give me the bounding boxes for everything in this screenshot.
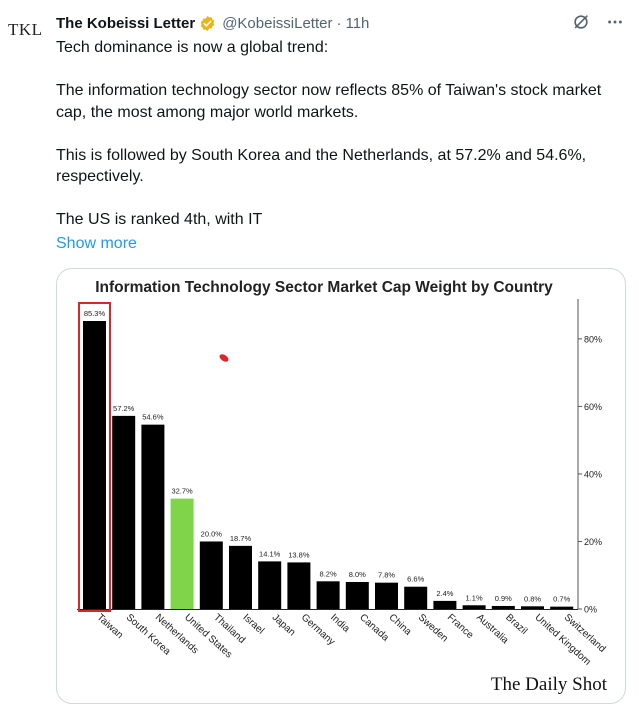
bar (375, 582, 398, 609)
category-label: Japan (270, 612, 298, 638)
bar-value-label: 8.2% (320, 569, 337, 578)
bar-value-label: 0.9% (495, 594, 512, 603)
bar-value-label: 13.8% (288, 550, 310, 559)
show-more-link[interactable]: Show more (56, 235, 137, 252)
y-tick-label: 60% (584, 402, 602, 412)
y-tick-label: 80% (584, 334, 602, 344)
bar-value-label: 18.7% (230, 534, 252, 543)
bar-value-label: 7.8% (378, 571, 395, 580)
bar (287, 562, 311, 609)
red-marker (219, 354, 229, 362)
bar (316, 581, 340, 609)
tweet-paragraph: Tech dominance is now a global trend: (56, 39, 329, 56)
source-logo: The Daily Shot (491, 674, 608, 695)
bar-value-label: 1.1% (466, 593, 483, 602)
avatar[interactable]: TKL (8, 20, 43, 39)
bar-value-label: 8.0% (349, 570, 366, 579)
y-tick-label: 0% (584, 605, 597, 615)
verified-badge-icon (199, 15, 216, 32)
category-label: Taiwan (94, 612, 125, 641)
tweet-paragraph: The US is ranked 4th, with IT (56, 211, 263, 228)
y-tick-label: 40% (584, 469, 602, 479)
bar (112, 415, 136, 609)
bar-value-label: 20.0% (201, 529, 223, 538)
tweet-actions-top (571, 12, 625, 32)
bar (345, 581, 369, 609)
bar (170, 498, 194, 609)
bar-value-label: 54.6% (142, 413, 164, 422)
grok-icon[interactable] (571, 12, 591, 32)
bar (258, 561, 282, 609)
category-label: Brazil (503, 612, 529, 637)
bar-value-label: 14.1% (259, 549, 281, 558)
bar-value-label: 32.7% (171, 487, 193, 496)
bar-chart: Information Technology Sector Market Cap… (77, 279, 608, 695)
author-name[interactable]: The Kobeissi Letter (56, 14, 196, 32)
highlight-box (78, 302, 111, 612)
bar-value-label: 0.7% (553, 595, 570, 604)
bar (491, 605, 515, 609)
tweet-media-image[interactable]: Information Technology Sector Market Cap… (56, 268, 626, 704)
bar (141, 424, 165, 609)
tweet-header: The Kobeissi Letter @KobeissiLetter · 11… (56, 13, 369, 33)
category-label: Canada (357, 612, 391, 644)
bar (550, 606, 574, 609)
category-label: India (328, 612, 352, 635)
bar-value-label: 85.3% (84, 309, 106, 318)
bar-value-label: 57.2% (113, 404, 135, 413)
bar (462, 605, 486, 609)
chart-title: Information Technology Sector Market Cap… (95, 279, 553, 296)
tweet-paragraph: The information technology sector now re… (56, 82, 602, 121)
tweet-paragraph: This is followed by South Korea and the … (56, 146, 587, 186)
bar (83, 321, 106, 609)
tweet-text: Tech dominance is now a global trend: Th… (56, 37, 616, 231)
bar (404, 586, 428, 609)
separator-dot: · (336, 14, 342, 32)
category-label: Sweden (416, 612, 450, 644)
bar-value-label: 2.4% (436, 589, 453, 598)
bar-value-label: 6.6% (407, 575, 424, 584)
more-options-icon[interactable] (605, 12, 625, 32)
author-handle[interactable]: @KobeissiLetter (222, 14, 333, 32)
bar (433, 600, 457, 609)
timestamp[interactable]: 11h (345, 14, 370, 32)
bar (229, 545, 252, 609)
y-tick-label: 20% (584, 537, 602, 547)
bar (199, 541, 223, 609)
category-label: France (445, 612, 476, 641)
bar (521, 606, 544, 609)
bar-value-label: 0.8% (524, 594, 541, 603)
category-label: Israel (240, 612, 266, 637)
